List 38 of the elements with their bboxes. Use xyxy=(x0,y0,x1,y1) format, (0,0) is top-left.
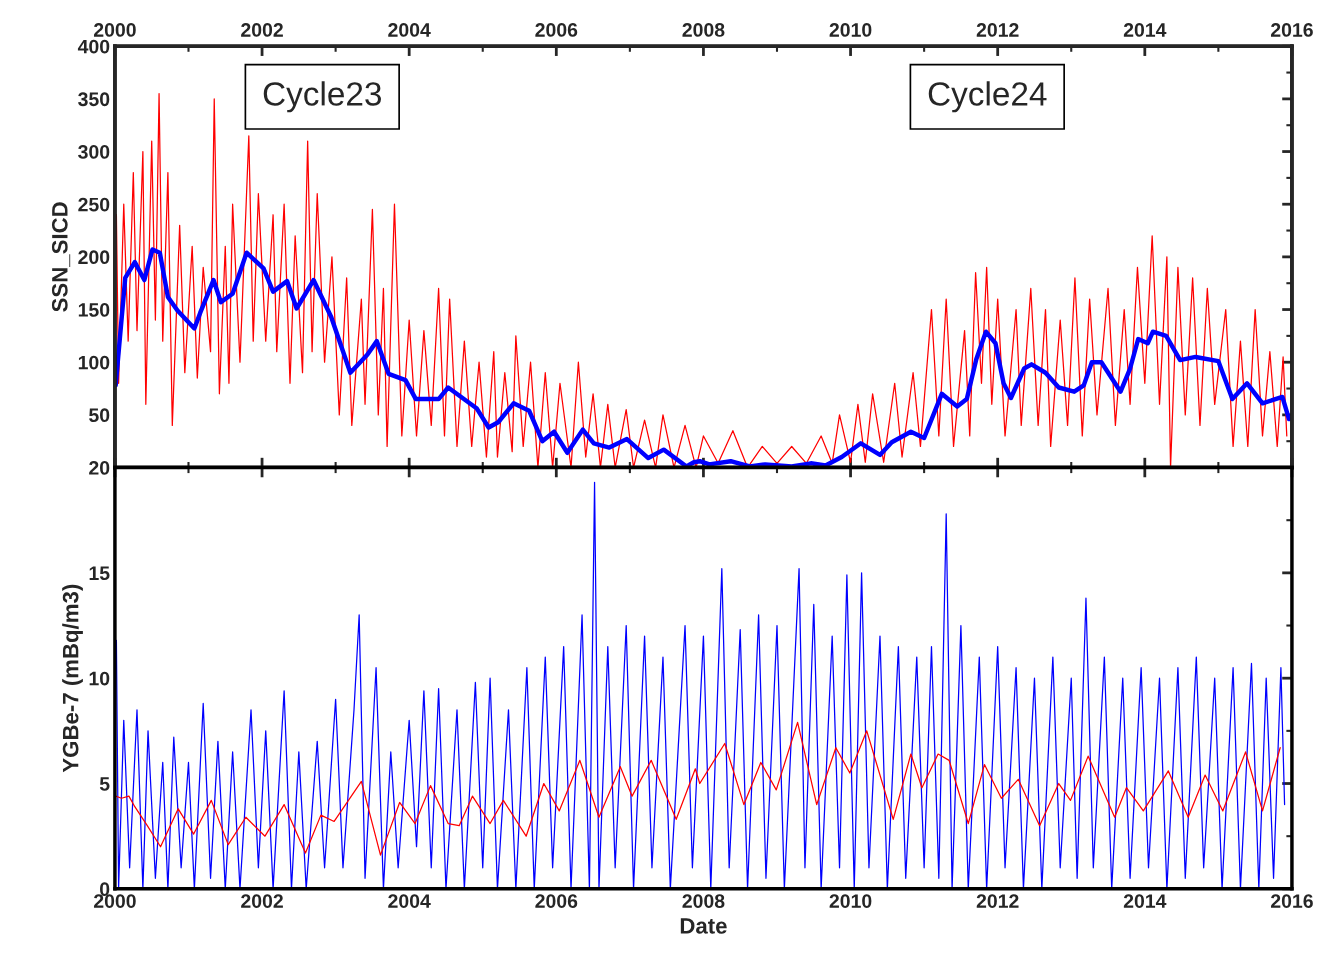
x-tick-label: 2006 xyxy=(535,894,578,908)
annotation: Cycle24 xyxy=(928,81,1047,113)
x-tick-label: 2014 xyxy=(1123,894,1167,908)
x-tick-label: 2000 xyxy=(93,894,136,908)
x-tick-label: 2010 xyxy=(829,894,872,908)
x2-tick-label: 2002 xyxy=(241,23,283,37)
y-tick-label: 50 xyxy=(89,408,110,423)
x2-tick-label: 2006 xyxy=(535,23,578,37)
x2-tick-label: 2014 xyxy=(1123,23,1167,37)
y-tick-label: 100 xyxy=(78,355,110,370)
y-tick-label: 400 xyxy=(77,39,110,54)
x2-tick-label: 2010 xyxy=(829,23,872,37)
x2-tick-label: 2016 xyxy=(1270,23,1313,37)
x-tick-label: 2016 xyxy=(1270,894,1313,908)
x2-tick-label: 2008 xyxy=(682,23,725,37)
line-series xyxy=(115,721,1281,856)
annotation: Cycle23 xyxy=(263,81,382,113)
y-tick-label: 10 xyxy=(89,671,110,686)
y-axis-title: SSN_SICD xyxy=(51,202,71,312)
y-tick-label: 5 xyxy=(99,777,110,791)
y-tick-label: 150 xyxy=(78,303,110,317)
y-tick-label: 20 xyxy=(89,461,110,475)
x2-tick-label: 2004 xyxy=(388,23,431,37)
x-tick-label: 2002 xyxy=(241,894,283,908)
x-tick-label: 2004 xyxy=(388,894,431,908)
x2-tick-label: 2000 xyxy=(93,23,136,37)
x-tick-label: 2012 xyxy=(976,894,1019,908)
y-axis-title: YGBe-7 (mBq/m3) xyxy=(62,584,83,773)
y-tick-label: 300 xyxy=(78,145,110,159)
x2-tick-label: 2012 xyxy=(976,23,1019,37)
line-series xyxy=(115,481,1286,889)
x-axis-title: Date xyxy=(680,918,727,934)
y-tick-label: 350 xyxy=(78,92,110,107)
x-tick-label: 2008 xyxy=(682,894,725,908)
y-tick-label: 15 xyxy=(89,566,110,581)
y-tick-label: 250 xyxy=(78,197,110,212)
y-tick-label: 200 xyxy=(78,250,110,265)
y-tick-label: 0 xyxy=(100,882,110,897)
